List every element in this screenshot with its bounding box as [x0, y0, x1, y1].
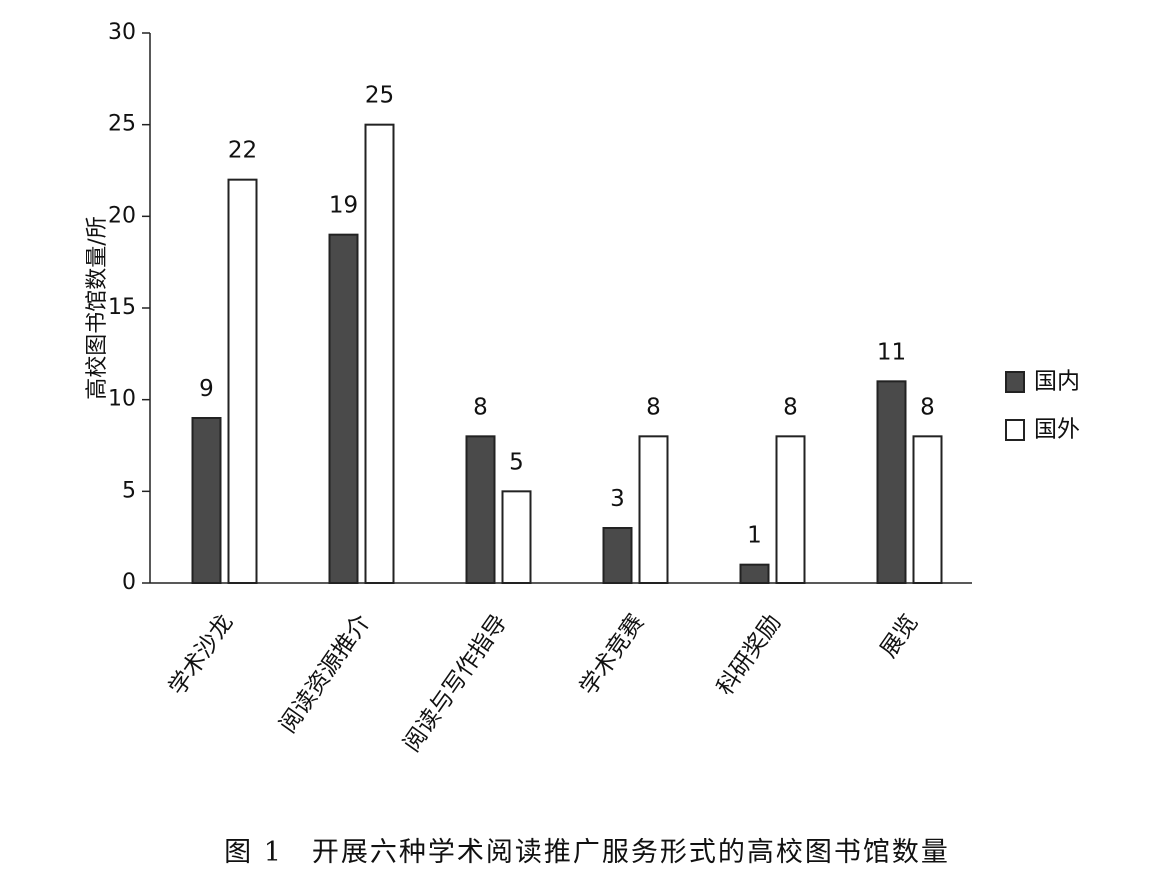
- y-tick-label: 25: [108, 112, 136, 137]
- y-tick-label: 15: [108, 295, 136, 320]
- bar-domestic: [328, 233, 359, 585]
- y-tick-label: 0: [122, 570, 136, 595]
- data-label: 3: [610, 486, 625, 512]
- x-tick-label: 阅读资源推介: [275, 610, 375, 738]
- legend-swatch-domestic: [1005, 371, 1025, 393]
- bars: [191, 123, 943, 585]
- data-label: 9: [199, 376, 214, 402]
- x-tick-label: 学术竞赛: [575, 610, 649, 700]
- bar-domestic: [191, 417, 222, 584]
- data-label: 5: [509, 449, 524, 475]
- bar-foreign: [638, 435, 669, 585]
- bar-domestic: [739, 563, 770, 585]
- y-tick-label: 5: [122, 478, 136, 503]
- bar-foreign: [364, 123, 395, 585]
- data-label: 8: [473, 394, 488, 420]
- x-tick-labels: 学术沙龙 阅读资源推介 阅读与写作指导 学术竞赛 科研奖励 展览: [164, 610, 923, 757]
- data-label: 8: [920, 394, 935, 420]
- bar-foreign: [912, 435, 943, 585]
- x-tick-label: 展览: [876, 610, 924, 663]
- data-label: 8: [646, 394, 661, 420]
- axes: [149, 33, 972, 584]
- figure-caption: 图 1 开展六种学术阅读推广服务形式的高校图书馆数量: [224, 837, 950, 868]
- bar-foreign: [501, 490, 532, 585]
- bar-foreign: [227, 178, 258, 585]
- data-label: 11: [877, 339, 906, 365]
- bar-domestic: [876, 380, 907, 585]
- bar-domestic: [602, 527, 633, 584]
- data-label: 25: [365, 83, 394, 109]
- legend-label: 国内: [1034, 369, 1080, 395]
- y-tick-label: 30: [108, 20, 136, 45]
- x-tick-label: 阅读与写作指导: [399, 610, 513, 757]
- data-label: 8: [783, 394, 798, 420]
- x-tick-label: 科研奖励: [712, 610, 786, 700]
- y-axis-label: 高校图书馆数量/所: [85, 216, 110, 399]
- legend-swatch-foreign: [1005, 419, 1025, 441]
- data-label: 22: [228, 138, 257, 164]
- y-ticks: 0 5 10 15 20 25 30: [108, 20, 150, 595]
- y-tick-label: 10: [108, 387, 136, 412]
- bar-domestic: [465, 435, 496, 585]
- y-axis-title: 高校图书馆数量/所: [85, 216, 110, 399]
- y-tick-label: 20: [108, 203, 136, 228]
- data-labels: 9 22 19 25 8 5 3 8 1 8 11 8: [199, 83, 935, 549]
- x-tick-label: 学术沙龙: [164, 610, 238, 700]
- bar-foreign: [775, 435, 806, 585]
- data-label: 19: [329, 193, 358, 219]
- legend-label: 国外: [1034, 417, 1080, 443]
- data-label: 1: [747, 523, 762, 549]
